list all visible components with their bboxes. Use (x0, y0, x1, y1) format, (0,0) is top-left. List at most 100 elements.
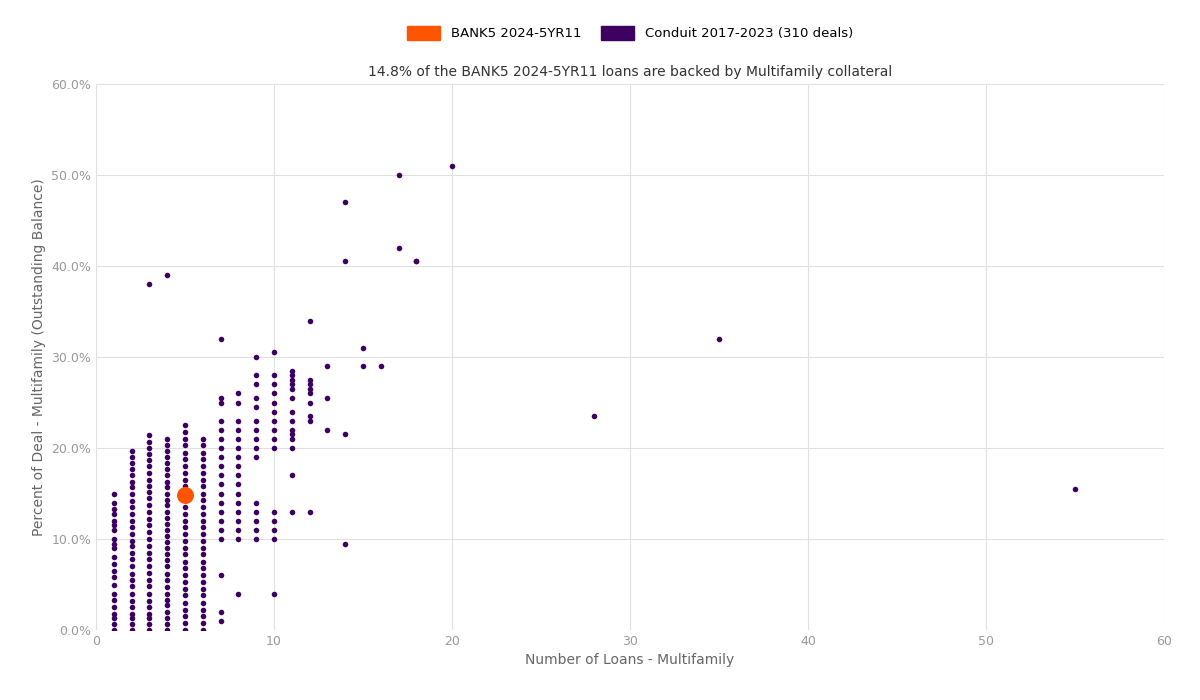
Point (140, 602, 158, 613)
Point (122, 554, 142, 565)
Point (122, 618, 142, 629)
Point (140, 567, 158, 578)
Point (193, 624, 212, 636)
Point (229, 461, 248, 472)
Point (157, 606, 176, 617)
Point (229, 397, 248, 408)
Point (193, 481, 212, 492)
Point (157, 270, 176, 281)
Point (175, 433, 194, 444)
Point (122, 522, 142, 533)
Point (1066, 483, 1085, 494)
Point (247, 452, 266, 463)
Point (193, 570, 212, 581)
Point (193, 556, 212, 567)
Point (104, 533, 124, 545)
Point (175, 536, 194, 547)
Point (140, 618, 158, 629)
Point (211, 452, 230, 463)
Point (140, 493, 158, 504)
Point (336, 197, 355, 208)
Point (104, 503, 124, 514)
Point (211, 479, 230, 490)
Point (122, 624, 142, 636)
Point (282, 433, 301, 444)
Point (229, 424, 248, 435)
Point (229, 524, 248, 536)
Point (175, 549, 194, 560)
Point (157, 582, 176, 593)
Point (264, 588, 283, 599)
Point (211, 461, 230, 472)
Point (211, 333, 230, 344)
Point (122, 574, 142, 585)
Point (193, 454, 212, 465)
Point (175, 597, 194, 608)
Point (122, 476, 142, 487)
Point (247, 433, 266, 444)
Point (157, 463, 176, 475)
Point (300, 388, 319, 399)
Point (264, 415, 283, 426)
Point (122, 602, 142, 613)
Point (175, 475, 194, 486)
Point (122, 536, 142, 547)
Point (229, 442, 248, 454)
Point (157, 549, 176, 560)
Point (157, 470, 176, 481)
Point (122, 452, 142, 463)
Point (157, 618, 176, 629)
Point (140, 533, 158, 545)
Point (140, 540, 158, 552)
Point (122, 547, 142, 559)
Point (211, 424, 230, 435)
Point (300, 379, 319, 390)
Point (157, 506, 176, 517)
Point (175, 617, 194, 629)
Point (407, 256, 426, 267)
Point (247, 515, 266, 526)
Point (140, 574, 158, 585)
Point (229, 533, 248, 545)
Point (247, 442, 266, 454)
Point (264, 347, 283, 358)
Point (175, 604, 194, 615)
Point (104, 497, 124, 508)
Point (175, 590, 194, 601)
Point (140, 430, 158, 441)
Point (193, 508, 212, 519)
Point (193, 488, 212, 499)
Point (264, 424, 283, 435)
Point (193, 563, 212, 574)
Point (318, 360, 337, 372)
Point (104, 602, 124, 613)
Point (247, 379, 266, 390)
Point (229, 479, 248, 490)
Point (193, 529, 212, 540)
Point (140, 475, 158, 486)
Point (282, 374, 301, 385)
Point (300, 315, 319, 326)
Point (282, 470, 301, 481)
Point (389, 242, 408, 253)
Point (104, 612, 124, 624)
Point (122, 470, 142, 481)
Point (193, 475, 212, 486)
Point (247, 370, 266, 381)
Point (300, 384, 319, 395)
Point (140, 581, 158, 592)
Point (104, 519, 124, 531)
Point (157, 452, 176, 463)
Point (122, 488, 142, 499)
Point (122, 561, 142, 572)
Point (122, 581, 142, 592)
Point (157, 445, 176, 456)
Point (264, 533, 283, 545)
Point (211, 442, 230, 454)
Point (175, 624, 194, 636)
Point (318, 424, 337, 435)
Point (264, 370, 283, 381)
Point (122, 495, 142, 506)
Point (229, 415, 248, 426)
Point (247, 533, 266, 545)
